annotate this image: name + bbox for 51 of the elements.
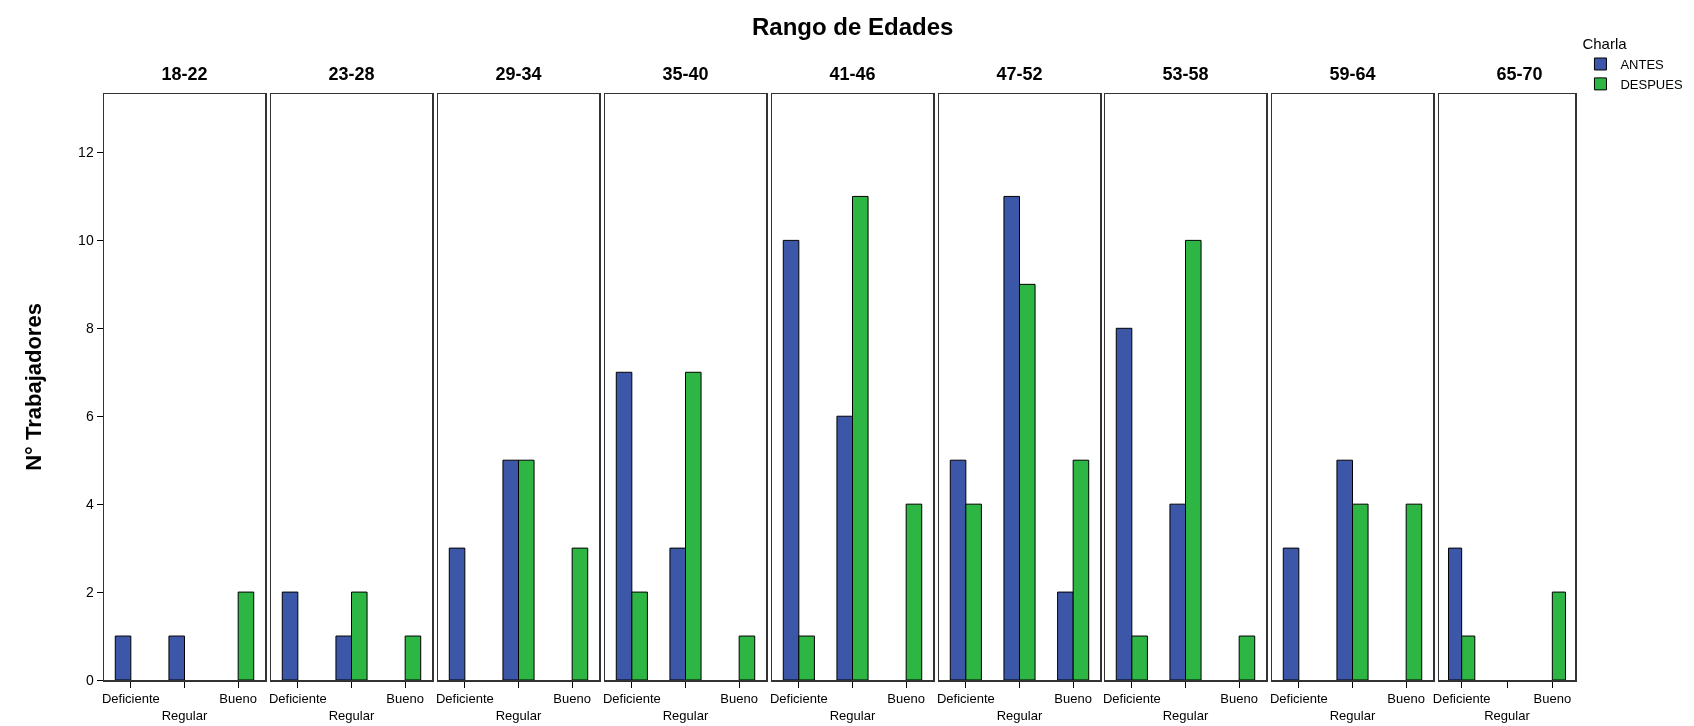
x-tick-label: Regular [829,708,876,723]
x-tick-label: Regular [328,708,375,723]
y-tick-label: 12 [78,144,94,161]
legend-label: ANTES [1620,57,1665,73]
x-tick-label: Deficiente [435,691,494,707]
legend-title: Charla [1582,35,1628,53]
x-tick-label: Deficiente [602,691,661,707]
x-tick-label: Regular [1330,708,1377,723]
x-tick-label: Regular [1163,708,1210,723]
bar [1239,635,1256,680]
y-tick-label: 0 [85,671,94,688]
x-tick-label: Bueno [553,691,591,707]
chart-title: 35-40 [662,64,709,85]
y-tick-label: 6 [85,408,94,425]
x-tick-label: Regular [996,708,1043,723]
y-tick-label: 4 [85,496,94,513]
y-axis-title: N° Trabajadores [21,303,47,471]
chart-title: 41-46 [829,64,876,85]
chart-title: 65-70 [1496,64,1543,85]
y-tick-label: 2 [85,583,94,600]
y-tick-label: 8 [85,320,94,337]
chart-title: 29-34 [495,64,542,85]
x-tick-label: Deficiente [101,691,160,707]
x-tick-label: Deficiente [268,691,327,707]
x-tick-label: Bueno [886,691,925,707]
text: Rango de Edades [751,13,953,40]
x-tick-label: Deficiente [936,691,995,707]
x-tick-label: Regular [495,708,542,723]
x-tick-label: Regular [1484,708,1531,723]
bar [738,635,755,680]
chart-title: 47-52 [995,64,1043,85]
x-tick-label: Bueno [1387,691,1426,707]
chart-title: 23-28 [328,64,375,85]
bar [905,503,922,680]
x-tick-label: Bueno [219,691,257,707]
x-tick-label: Regular [662,708,709,723]
legend-label: DESPUES [1620,76,1684,92]
x-tick-label: Bueno [1053,691,1092,707]
x-tick-label: Deficiente [1432,691,1491,707]
x-tick-label: Regular [161,708,208,723]
x-tick-label: Deficiente [1103,691,1162,707]
chart-title: 59-64 [1329,64,1376,85]
chart-title: 18-22 [161,64,208,85]
x-tick-label: Deficiente [1270,691,1329,707]
x-tick-label: Bueno [1533,691,1572,707]
x-tick-label: Deficiente [769,691,828,707]
x-tick-label: Bueno [1220,691,1259,707]
x-tick-label: Bueno [386,691,424,707]
chart-title: 53-58 [1162,64,1209,85]
x-tick-label: Bueno [720,691,758,707]
y-tick-label: 10 [78,232,94,249]
